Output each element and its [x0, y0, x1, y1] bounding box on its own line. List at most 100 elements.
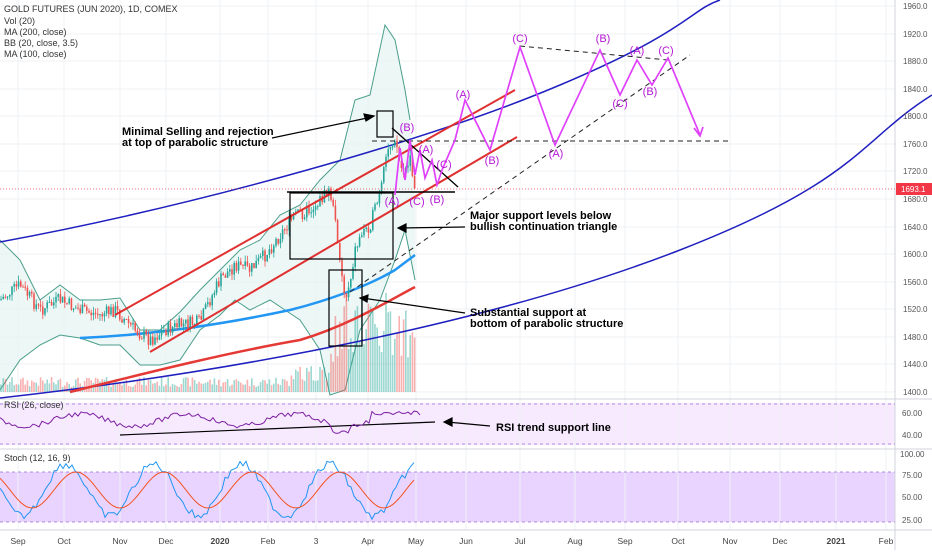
- candle-body: [176, 323, 178, 328]
- candle-body: [163, 330, 165, 332]
- candle-body: [99, 314, 101, 316]
- volume-bar: [83, 380, 86, 392]
- candle-body: [149, 336, 152, 345]
- volume-bar: [200, 383, 202, 392]
- time-tick: Oct: [671, 536, 685, 546]
- wave-label: (C): [658, 45, 673, 57]
- price-tick: 1600.0: [903, 250, 928, 259]
- volume-bar: [387, 312, 389, 392]
- volume-bar: [336, 356, 339, 392]
- candle-body: [242, 264, 244, 266]
- annotation-top-line1: Minimal Selling and rejection: [122, 126, 274, 138]
- volume-bar: [292, 378, 295, 392]
- volume-bars: [0, 292, 416, 392]
- volume-bar: [224, 382, 227, 392]
- candle-body: [11, 286, 13, 296]
- wave-label: (C): [436, 159, 451, 171]
- candle-body: [110, 307, 112, 315]
- projection-arrowhead: [693, 126, 704, 138]
- current-price-tag: [896, 183, 932, 195]
- wave-label: (A): [456, 89, 471, 101]
- candle-body: [394, 140, 396, 146]
- volume-bar: [277, 383, 279, 392]
- price-tick: 1400.0: [903, 388, 928, 397]
- candle-body: [286, 229, 288, 231]
- candle-body: [191, 316, 194, 325]
- volume-bar: [17, 384, 20, 392]
- candle-body: [154, 337, 156, 345]
- candle-body: [178, 318, 180, 328]
- candle-body: [387, 149, 389, 157]
- candle-body: [264, 250, 266, 262]
- volume-bar: [136, 380, 139, 392]
- volume-bar: [332, 361, 334, 392]
- wave-label: (B): [485, 155, 500, 167]
- candle-body: [218, 281, 220, 287]
- volume-bar: [275, 377, 277, 392]
- volume-bar: [213, 378, 216, 392]
- grid: [0, 0, 895, 530]
- candle-body: [116, 305, 119, 310]
- volume-bar: [176, 386, 178, 392]
- volume-bar: [145, 385, 147, 392]
- candle-body: [310, 212, 312, 214]
- candle-body: [169, 322, 172, 333]
- candle-body: [15, 284, 18, 287]
- wave-label: (B): [430, 194, 445, 206]
- candle-body: [354, 246, 356, 268]
- candle-body: [396, 140, 398, 148]
- volume-bar: [308, 371, 310, 392]
- volume-bar: [288, 385, 290, 392]
- candle-body: [231, 269, 233, 275]
- candle-body: [39, 304, 42, 307]
- volume-bar: [237, 381, 240, 392]
- candle-body: [273, 245, 275, 253]
- candle-body: [301, 210, 304, 219]
- volume-bar: [64, 385, 66, 392]
- wave-label: (C): [512, 33, 527, 45]
- volume-bar: [55, 384, 57, 392]
- candle-body: [202, 308, 205, 320]
- volume-bar: [266, 383, 268, 392]
- volume-bar: [160, 377, 163, 392]
- volume-bar: [165, 384, 167, 392]
- time-tick: Apr: [361, 536, 374, 546]
- price-axis: 1960.0 1920.0 1880.0 1840.0 1800.0 1760.0 1720…: [903, 2, 928, 397]
- candle-body: [9, 295, 11, 297]
- price-tick: 1440.0: [903, 360, 928, 369]
- annotation-bottom-line1: Substantial support at: [470, 307, 586, 319]
- volume-bar: [180, 383, 183, 392]
- volume-bar: [163, 386, 165, 392]
- price-tick: 1800.0: [903, 112, 928, 121]
- ma-200: [69, 285, 416, 394]
- candle-body: [343, 276, 345, 294]
- volume-bar: [343, 306, 345, 392]
- candle-body: [281, 229, 284, 240]
- candle-body: [50, 302, 53, 306]
- rsi-line: [0, 410, 421, 434]
- volume-bar: [400, 355, 403, 392]
- candle-body: [198, 315, 200, 317]
- candle-body: [389, 147, 392, 150]
- rsi-tick-60: 60.00: [902, 409, 923, 418]
- volume-bar: [171, 383, 174, 392]
- candle-body: [92, 312, 95, 316]
- candle-body: [306, 205, 308, 218]
- candle-body: [147, 334, 150, 345]
- candle-body: [334, 205, 337, 220]
- stoch-label: Stoch (12, 16, 9): [4, 453, 71, 463]
- volume-bar: [319, 366, 321, 392]
- volume-bar: [28, 386, 31, 392]
- volume-bar: [358, 341, 361, 392]
- price-tick: 1920.0: [903, 30, 928, 39]
- volume-bar: [77, 377, 79, 392]
- candle-body: [55, 296, 57, 303]
- candle-body: [196, 315, 198, 325]
- volume-bar: [262, 380, 264, 392]
- channel-upper: [114, 89, 516, 316]
- volume-bar: [312, 380, 315, 392]
- bollinger-upper: [0, 23, 411, 331]
- candle-body: [127, 319, 130, 323]
- current-price-text: 1693.1: [901, 185, 926, 194]
- volume-bar: [6, 384, 9, 392]
